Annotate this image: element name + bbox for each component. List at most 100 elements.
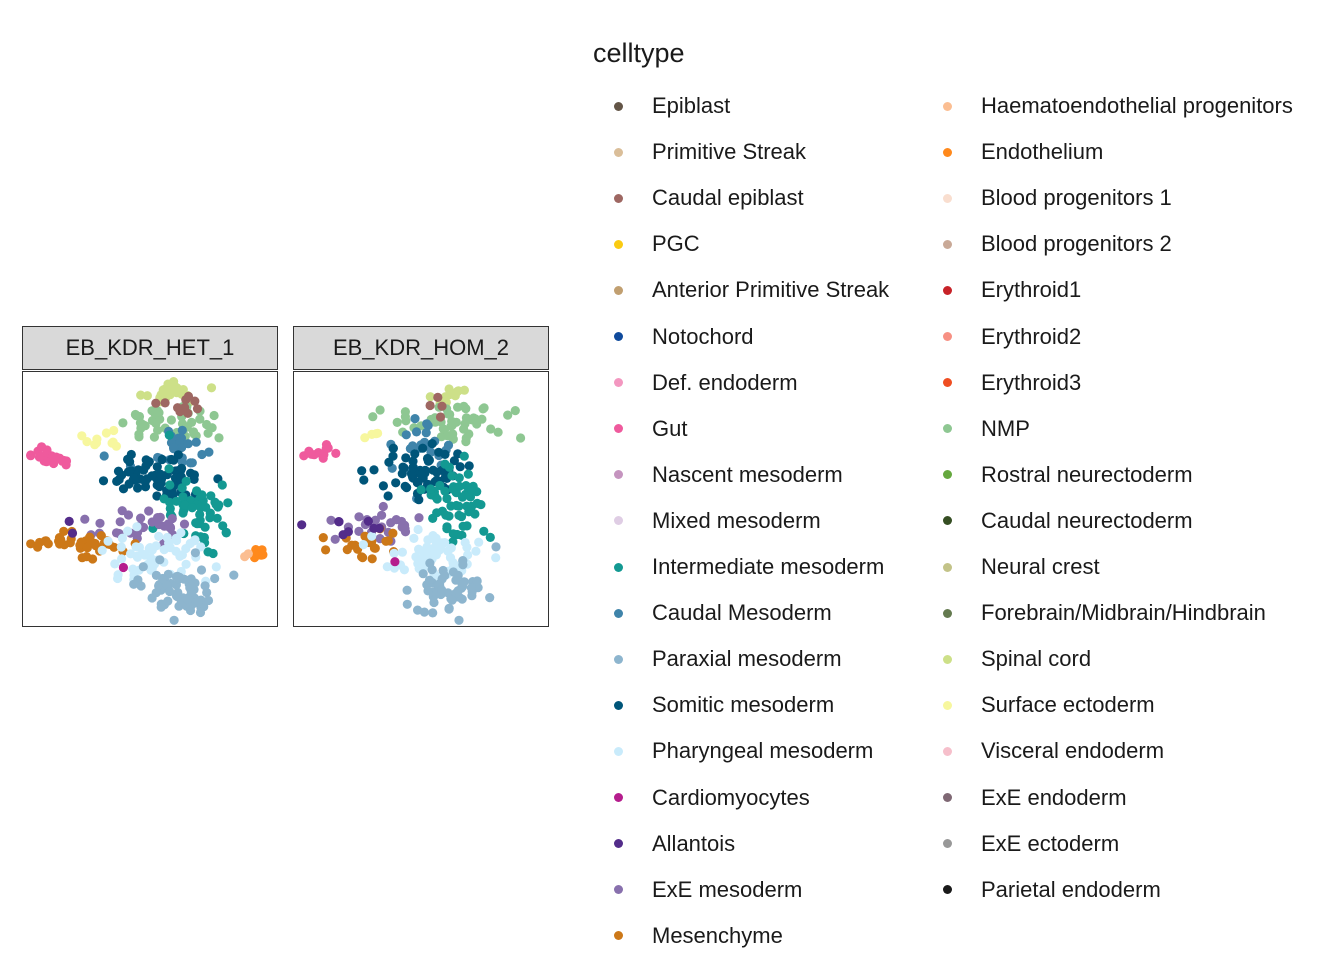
data-point <box>196 502 206 513</box>
legend-item: Cardiomyocytes <box>603 783 810 813</box>
data-point <box>157 454 167 465</box>
data-point <box>400 524 410 534</box>
data-point <box>414 495 424 505</box>
data-point <box>459 424 469 434</box>
data-point <box>181 476 191 486</box>
data-point <box>432 508 442 518</box>
data-point <box>466 583 476 593</box>
legend-label: Erythroid1 <box>981 277 1082 303</box>
legend-item: Def. endoderm <box>603 368 798 398</box>
data-point <box>192 519 202 529</box>
data-point <box>206 383 217 393</box>
data-point <box>466 485 476 495</box>
data-point <box>159 494 169 504</box>
legend-item: Caudal epiblast <box>603 183 804 213</box>
legend-item: ExE endoderm <box>932 783 1127 813</box>
legend-item: Allantois <box>603 829 735 859</box>
data-point <box>129 579 139 589</box>
data-point <box>151 588 161 598</box>
data-point <box>183 408 193 418</box>
data-point <box>95 518 105 528</box>
data-point <box>447 595 457 605</box>
legend-key-dot <box>614 193 623 203</box>
data-point <box>187 417 197 427</box>
data-point <box>171 591 181 601</box>
legend-key-dot <box>943 608 952 618</box>
legend-item: Haematoendothelial progenitors <box>932 91 1293 121</box>
data-point <box>174 574 184 584</box>
data-point <box>472 576 482 586</box>
data-point <box>204 447 214 457</box>
data-point <box>186 602 196 612</box>
data-point <box>363 516 373 526</box>
data-point <box>97 545 107 555</box>
data-point <box>154 531 164 541</box>
data-point <box>116 542 126 552</box>
legend-item: Neural crest <box>932 552 1100 582</box>
legend-item: PGC <box>603 229 700 259</box>
data-point <box>196 565 207 575</box>
data-point <box>109 542 119 552</box>
data-point <box>399 565 409 575</box>
data-point <box>67 528 78 538</box>
data-point <box>126 449 136 460</box>
data-point <box>390 557 400 567</box>
data-point <box>196 542 206 552</box>
data-point <box>125 457 135 467</box>
data-point <box>171 496 181 506</box>
legend-label: PGC <box>652 231 700 257</box>
data-point <box>462 542 472 552</box>
data-point <box>209 410 219 421</box>
legend-item: Mesenchyme <box>603 921 783 951</box>
legend-key-dot <box>943 239 952 249</box>
data-point <box>427 439 437 449</box>
data-point <box>471 546 481 556</box>
data-point <box>77 431 87 441</box>
data-point <box>384 457 394 467</box>
legend-item: Spinal cord <box>932 644 1091 674</box>
data-point <box>144 506 154 516</box>
facet-strip-hom: EB_KDR_HOM_2 <box>293 326 549 370</box>
legend-label: Cardiomyocytes <box>652 784 810 810</box>
data-point <box>297 520 307 530</box>
data-point <box>456 512 467 522</box>
legend-label: Epiblast <box>652 93 731 118</box>
data-point <box>334 517 344 527</box>
data-point <box>154 482 164 492</box>
data-point <box>141 455 151 465</box>
legend-item: Erythroid3 <box>932 368 1081 398</box>
data-point <box>441 510 451 520</box>
data-point <box>136 390 146 400</box>
data-point <box>462 501 472 511</box>
data-point <box>195 414 205 424</box>
data-point <box>175 407 185 417</box>
legend-label: Mesenchyme <box>652 922 783 948</box>
legend-label: Parietal endoderm <box>981 876 1161 902</box>
data-point <box>131 542 141 552</box>
data-point <box>169 455 179 465</box>
legend-key-dot <box>943 654 952 664</box>
data-point <box>200 581 210 591</box>
data-point <box>445 553 456 563</box>
data-point <box>425 392 435 402</box>
data-point <box>154 519 164 530</box>
data-point <box>367 554 377 564</box>
data-point <box>139 465 149 475</box>
legend-item: Anterior Primitive Streak <box>603 275 889 305</box>
data-point <box>370 543 380 553</box>
data-point <box>368 412 378 422</box>
facet-panel-hom <box>293 371 549 627</box>
data-point <box>203 595 214 606</box>
legend-key-dot <box>614 147 623 157</box>
data-point <box>516 433 526 443</box>
data-point <box>157 573 168 584</box>
data-point <box>169 615 179 625</box>
legend-key-dot <box>614 516 623 526</box>
data-point <box>440 538 450 548</box>
legend-item: Caudal neurectoderm <box>932 506 1193 536</box>
legend-label: Paraxial mesoderm <box>652 646 842 672</box>
data-point <box>321 545 331 555</box>
data-point <box>210 573 220 584</box>
data-point <box>445 409 455 420</box>
data-point <box>200 522 210 532</box>
